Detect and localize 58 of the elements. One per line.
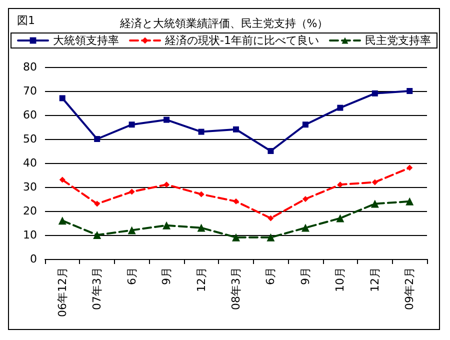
point <box>164 116 170 123</box>
point <box>128 122 135 128</box>
y-tick-label: 70 <box>23 84 37 98</box>
caption: 図1 <box>17 14 35 27</box>
point <box>233 126 239 132</box>
point <box>232 233 240 242</box>
point <box>406 88 413 94</box>
point <box>268 215 274 222</box>
y-tick-label: 0 <box>30 252 37 266</box>
point <box>406 164 413 171</box>
y-tick-label: 30 <box>23 180 37 194</box>
point <box>336 214 344 222</box>
x-tick-label: 9月 <box>160 267 174 285</box>
point <box>164 182 170 188</box>
x-tick-label: 07年3月 <box>90 267 104 310</box>
x-tick-label: 08年3月 <box>230 267 242 310</box>
x-tick-label: 09年2月 <box>403 267 416 310</box>
y-tick-label: 20 <box>23 204 37 218</box>
point <box>58 216 66 225</box>
legend-label: 大統領支持率 <box>53 34 120 47</box>
point <box>337 182 344 188</box>
legend-label: 経済の現状-1年前に比べて良い <box>164 34 319 47</box>
point <box>197 224 206 232</box>
point <box>59 176 66 183</box>
x-tick-label: 12月 <box>368 267 382 292</box>
legend-label: 民主党支持率 <box>364 34 431 47</box>
point <box>372 179 378 186</box>
x-tick-label: 12月 <box>194 267 208 292</box>
point <box>337 104 344 111</box>
point <box>94 136 100 142</box>
point <box>266 233 275 242</box>
x-tick-label: 10月 <box>334 267 347 292</box>
point <box>233 198 239 204</box>
point <box>128 188 135 195</box>
point <box>372 90 378 96</box>
point <box>406 197 414 206</box>
point <box>198 191 204 198</box>
x-tick-label: 6月 <box>125 267 138 285</box>
point <box>301 224 310 232</box>
point <box>198 128 204 135</box>
x-tick-label: 6月 <box>264 267 278 285</box>
y-tick-label: 80 <box>23 60 37 74</box>
x-tick-label: 06年12月 <box>56 267 69 317</box>
point <box>268 148 274 154</box>
y-tick-label: 60 <box>23 108 37 122</box>
point <box>93 231 102 239</box>
point <box>162 221 171 230</box>
y-tick-label: 10 <box>23 228 37 242</box>
point <box>302 196 308 202</box>
y-tick-label: 50 <box>23 132 37 146</box>
point <box>94 200 100 207</box>
point <box>302 122 308 128</box>
y-tick-label: 40 <box>23 156 37 170</box>
x-tick-label: 9月 <box>298 267 312 285</box>
point <box>59 95 66 102</box>
point <box>370 200 379 208</box>
point <box>128 226 136 234</box>
chart-title: 経済と大統領業績評価、民主党支持（%） <box>118 17 328 30</box>
